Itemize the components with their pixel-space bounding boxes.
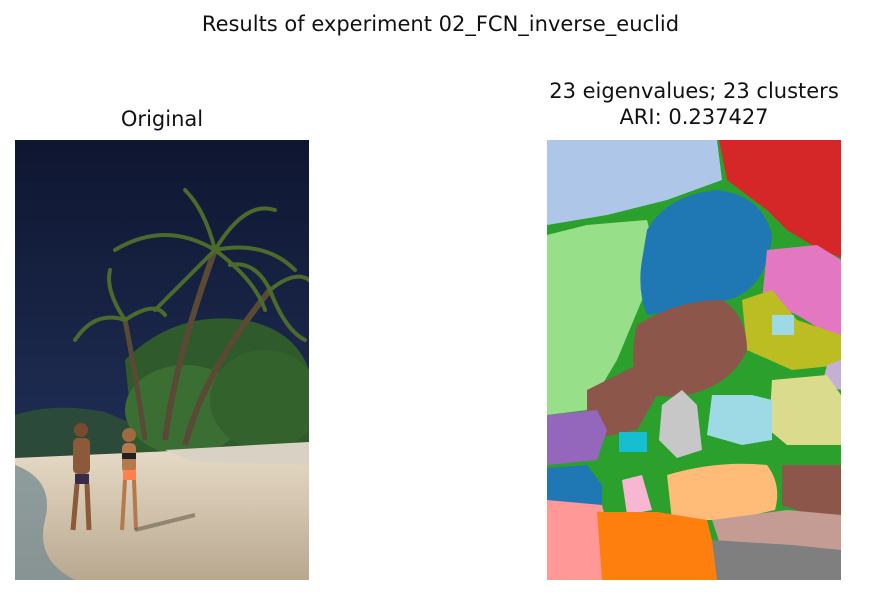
segment: [587, 365, 657, 440]
segmentation-image: [547, 140, 841, 580]
segment: [547, 410, 607, 465]
segment: [667, 463, 778, 520]
segment: [622, 475, 652, 515]
segment: [597, 512, 722, 580]
original-title: Original: [120, 107, 204, 131]
segmentation-title: 23 eigenvalues; 23 clusters ARI: 0.23742…: [500, 78, 881, 130]
original-image: [15, 140, 309, 580]
segment: [547, 140, 722, 225]
segment: [769, 375, 841, 445]
figure-suptitle: Results of experiment 02_FCN_inverse_euc…: [201, 12, 680, 36]
segment: [547, 465, 602, 505]
segment: [619, 432, 647, 452]
segment: [782, 465, 841, 515]
segment: [762, 245, 841, 335]
segment: [547, 500, 612, 580]
segment: [719, 140, 841, 258]
segmentation-title-line1: 23 eigenvalues; 23 clusters: [549, 79, 839, 103]
segment: [633, 300, 747, 397]
segment: [547, 220, 657, 415]
segment: [712, 540, 841, 580]
segment: [659, 390, 702, 458]
segment: [707, 395, 772, 445]
segment: [640, 190, 772, 315]
segment: [772, 315, 794, 335]
segmentation-title-line2: ARI: 0.237427: [619, 105, 769, 129]
segment: [712, 510, 841, 550]
